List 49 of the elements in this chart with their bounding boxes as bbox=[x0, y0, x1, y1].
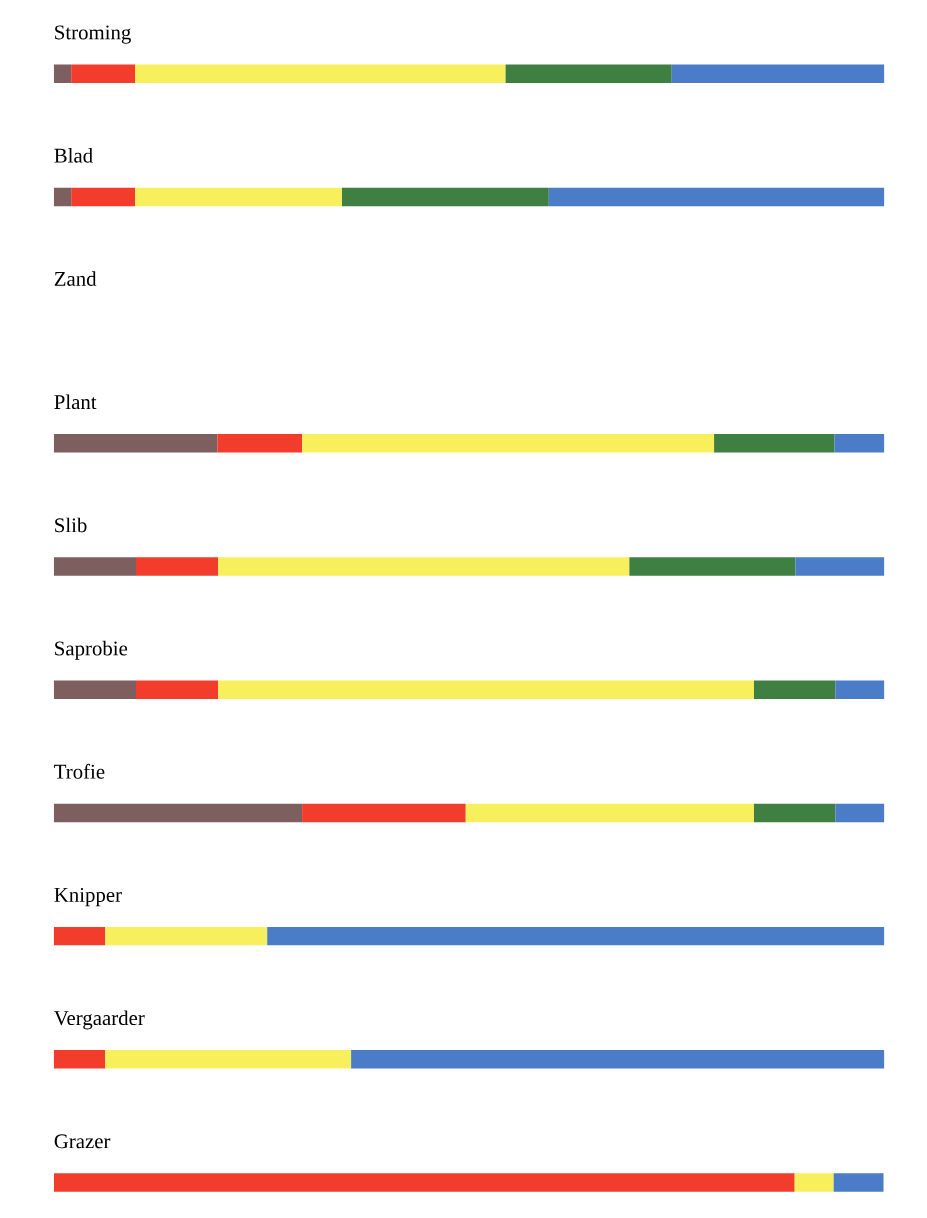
bar bbox=[218, 680, 754, 699]
bar bbox=[218, 557, 630, 576]
bar bbox=[135, 187, 342, 207]
bar bbox=[71, 187, 136, 207]
bar bbox=[53, 1050, 106, 1069]
bar bbox=[105, 1050, 352, 1069]
bar bbox=[833, 1173, 884, 1192]
bar bbox=[53, 64, 72, 83]
bar bbox=[795, 557, 885, 576]
bar bbox=[53, 680, 136, 699]
bar bbox=[135, 680, 219, 699]
bar bbox=[53, 1173, 795, 1192]
bar bbox=[629, 557, 796, 576]
bar bbox=[217, 434, 303, 453]
y-tick-label: Blad bbox=[54, 148, 93, 163]
y-tick-label: Plant bbox=[54, 394, 97, 410]
y-tick-label: Grazer bbox=[54, 1134, 111, 1149]
bar bbox=[53, 187, 72, 207]
bar bbox=[71, 64, 136, 83]
y-tick-label: Knipper bbox=[54, 887, 122, 907]
bar bbox=[465, 803, 754, 823]
bar bbox=[714, 434, 835, 453]
bar bbox=[105, 926, 268, 946]
bar bbox=[267, 926, 885, 946]
bar bbox=[505, 64, 672, 83]
y-tick-label: Trofie bbox=[54, 763, 105, 779]
bar bbox=[351, 1050, 885, 1069]
bar bbox=[302, 803, 466, 823]
y-tick-label: Slib bbox=[55, 517, 87, 533]
y-tick-label: Zand bbox=[54, 271, 97, 286]
bar bbox=[753, 803, 836, 823]
bar bbox=[671, 64, 885, 83]
bar bbox=[53, 434, 218, 453]
bar bbox=[835, 680, 885, 699]
bar bbox=[341, 187, 549, 207]
bar bbox=[53, 926, 106, 946]
bar bbox=[53, 557, 136, 576]
bar bbox=[834, 434, 885, 453]
y-tick-label: Saprobie bbox=[55, 640, 128, 660]
bar bbox=[753, 680, 836, 699]
y-tick-label: Stroming bbox=[55, 25, 131, 44]
bar bbox=[135, 557, 219, 576]
bar bbox=[794, 1173, 834, 1192]
bar bbox=[548, 187, 885, 207]
bar bbox=[135, 64, 506, 83]
bar bbox=[302, 434, 715, 453]
bar bbox=[53, 803, 303, 823]
y-tick-label: Vergaarder bbox=[54, 1010, 145, 1030]
bar bbox=[835, 803, 885, 823]
